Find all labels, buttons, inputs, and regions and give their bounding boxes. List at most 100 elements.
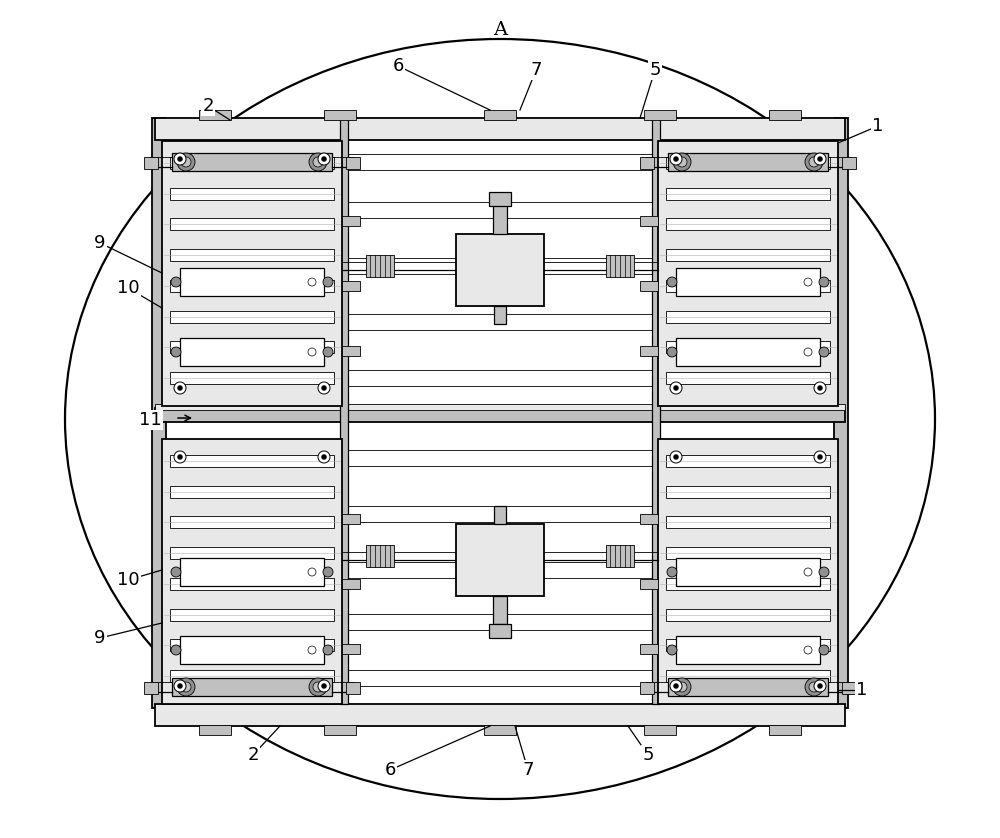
Circle shape [181, 682, 191, 692]
Bar [484, 725, 516, 735]
Bar [644, 110, 676, 120]
Circle shape [309, 153, 327, 171]
Circle shape [308, 278, 316, 286]
Bar [180, 268, 324, 296]
Bar [170, 157, 334, 169]
Bar [180, 338, 324, 366]
Circle shape [178, 684, 182, 689]
Bar [494, 306, 506, 324]
Ellipse shape [65, 39, 935, 799]
Circle shape [318, 451, 330, 463]
Circle shape [667, 567, 677, 577]
Circle shape [804, 568, 812, 576]
Bar [144, 157, 158, 169]
Circle shape [667, 645, 677, 655]
Text: 1: 1 [856, 681, 868, 699]
Bar [180, 636, 324, 664]
Circle shape [308, 568, 316, 576]
Circle shape [177, 153, 195, 171]
Circle shape [670, 153, 682, 165]
Bar [180, 558, 324, 586]
Text: 2: 2 [247, 746, 259, 764]
Bar [144, 682, 158, 694]
Bar [666, 578, 830, 590]
Circle shape [809, 157, 819, 167]
Bar [640, 346, 658, 356]
Circle shape [322, 454, 326, 459]
Circle shape [814, 382, 826, 394]
Bar [155, 704, 845, 726]
Circle shape [178, 454, 182, 459]
Circle shape [818, 157, 822, 162]
Bar [834, 118, 848, 708]
Bar [668, 678, 828, 696]
Bar [162, 439, 342, 704]
Bar [489, 192, 511, 206]
Circle shape [814, 153, 826, 165]
Circle shape [804, 348, 812, 356]
Circle shape [804, 646, 812, 654]
Bar [170, 280, 334, 292]
Bar [769, 725, 801, 735]
Bar [676, 268, 820, 296]
Text: 1: 1 [872, 117, 884, 135]
Circle shape [809, 682, 819, 692]
Bar [456, 524, 544, 596]
Text: 2: 2 [202, 97, 214, 115]
Circle shape [322, 684, 326, 689]
Circle shape [308, 348, 316, 356]
Bar [366, 545, 394, 567]
Bar [155, 408, 845, 422]
Bar [652, 114, 660, 704]
Bar [494, 506, 506, 524]
Bar [666, 249, 830, 261]
Circle shape [818, 684, 822, 689]
Circle shape [819, 277, 829, 287]
Bar [152, 118, 166, 708]
Circle shape [677, 157, 687, 167]
Text: 10: 10 [117, 571, 139, 589]
Circle shape [313, 157, 323, 167]
Bar [666, 341, 830, 354]
Bar [170, 578, 334, 590]
Bar [170, 311, 334, 323]
Circle shape [673, 678, 691, 696]
Bar [493, 204, 507, 234]
Bar [606, 255, 634, 277]
Circle shape [174, 680, 186, 692]
Bar [170, 188, 334, 199]
Bar [342, 514, 360, 524]
Circle shape [177, 678, 195, 696]
Circle shape [805, 153, 823, 171]
Bar [324, 725, 356, 735]
Circle shape [174, 451, 186, 463]
Bar [342, 281, 360, 291]
Circle shape [670, 451, 682, 463]
Circle shape [804, 278, 812, 286]
Bar [172, 678, 332, 696]
Bar [842, 157, 856, 169]
Bar [640, 281, 658, 291]
Bar [456, 234, 544, 306]
Circle shape [819, 347, 829, 357]
Text: A: A [493, 21, 507, 39]
Bar [640, 644, 658, 654]
Circle shape [181, 157, 191, 167]
Circle shape [309, 678, 327, 696]
Bar [666, 639, 830, 651]
Bar [640, 579, 658, 589]
Circle shape [819, 645, 829, 655]
Text: 6: 6 [384, 761, 396, 779]
Circle shape [667, 277, 677, 287]
Bar [366, 255, 394, 277]
Circle shape [308, 646, 316, 654]
Circle shape [178, 157, 182, 162]
Bar [170, 372, 334, 384]
Circle shape [323, 347, 333, 357]
Circle shape [673, 153, 691, 171]
Text: 10: 10 [117, 279, 139, 297]
Bar [666, 608, 830, 621]
Bar [170, 455, 334, 467]
Circle shape [171, 277, 181, 287]
Bar [666, 455, 830, 467]
